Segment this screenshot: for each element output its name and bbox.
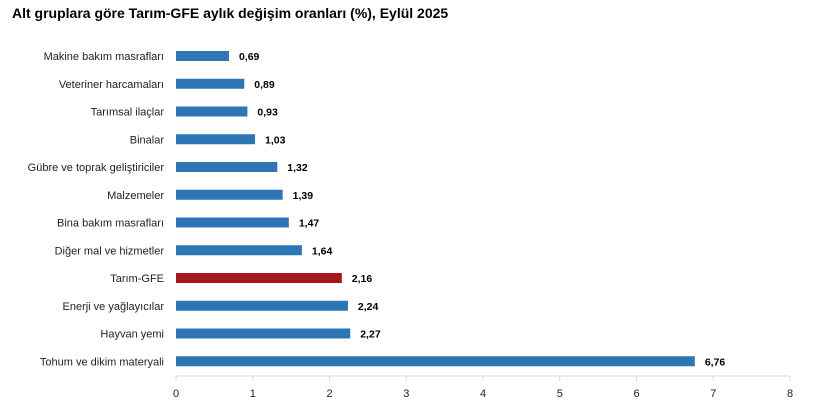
data-label: 1,39 xyxy=(293,190,314,202)
x-tick-label: 8 xyxy=(787,388,793,400)
bar xyxy=(176,134,256,145)
category-label: Tarımsal ilaçlar xyxy=(91,107,165,119)
bar xyxy=(176,189,283,200)
data-label: 0,93 xyxy=(257,107,278,119)
x-tick-label: 7 xyxy=(710,388,716,400)
data-label: 0,69 xyxy=(239,51,260,63)
x-tick-label: 6 xyxy=(633,388,639,400)
bar-highlight xyxy=(176,273,342,283)
category-label: Bina bakım masrafları xyxy=(57,218,164,230)
category-label: Binalar xyxy=(130,134,165,146)
category-label: Tohum ve dikim materyali xyxy=(40,356,164,368)
chart-title: Alt gruplara göre Tarım-GFE aylık değişi… xyxy=(12,5,449,21)
category-label: Hayvan yemi xyxy=(100,329,164,341)
category-label: Veteriner harcamaları xyxy=(59,79,164,91)
x-tick-label: 1 xyxy=(250,388,256,400)
bar xyxy=(176,78,245,89)
bar xyxy=(176,106,248,117)
data-label: 2,27 xyxy=(360,329,381,341)
data-label: 1,47 xyxy=(299,218,320,230)
bar xyxy=(176,162,278,172)
data-label: 2,24 xyxy=(358,301,379,313)
x-tick-label: 3 xyxy=(403,388,409,400)
bar xyxy=(176,356,695,367)
category-label: Malzemeler xyxy=(107,190,164,202)
value-labels: 0,69 0,89 0,93 1,03 1,32 1,39 1,47 1,64 2,16 2,24… xyxy=(239,51,725,368)
category-label: Gübre ve toprak geliştiriciler xyxy=(28,162,165,174)
bar xyxy=(176,51,229,61)
x-tick-label: 2 xyxy=(326,388,332,400)
data-label: 0,89 xyxy=(254,79,275,91)
category-label: Enerji ve yağlayıcılar xyxy=(63,301,165,313)
bar xyxy=(176,245,302,256)
x-tick-label: 5 xyxy=(557,388,563,400)
category-labels: Makine bakım masrafları Veteriner harcama… xyxy=(28,51,165,368)
bar xyxy=(176,217,289,228)
bar xyxy=(176,328,351,339)
data-label: 1,64 xyxy=(312,245,333,257)
x-axis-ticks: 0 1 2 3 4 5 6 7 8 xyxy=(173,376,793,400)
data-label: 2,16 xyxy=(352,273,373,285)
category-label: Diğer mal ve hizmetler xyxy=(55,245,165,257)
category-label: Tarım-GFE xyxy=(110,273,164,285)
category-label: Makine bakım masrafları xyxy=(44,51,164,63)
x-tick-label: 0 xyxy=(173,388,179,400)
x-tick-label: 4 xyxy=(480,388,486,400)
bar xyxy=(176,300,348,311)
data-label: 6,76 xyxy=(705,356,726,368)
data-label: 1,03 xyxy=(265,134,286,146)
data-label: 1,32 xyxy=(287,162,308,174)
bars xyxy=(176,51,695,367)
